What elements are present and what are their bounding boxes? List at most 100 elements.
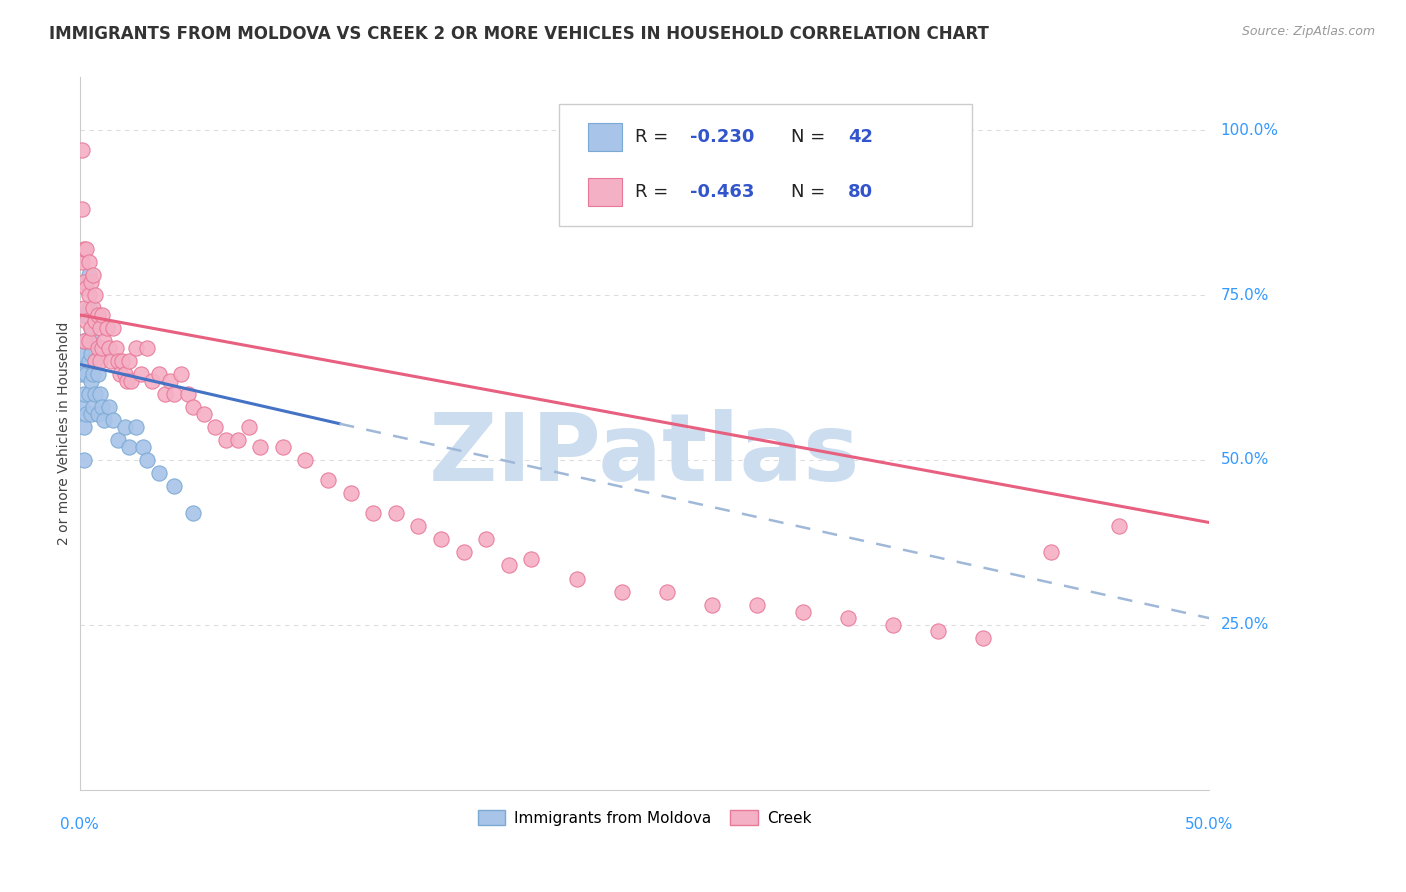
Point [882, 617, 904, 632]
Point [86, 341, 108, 355]
Point [75, 281, 97, 295]
Point [610, 584, 633, 599]
FancyBboxPatch shape [558, 103, 972, 226]
Point [75, 242, 97, 256]
Point [84, 354, 107, 368]
Point [73, 420, 96, 434]
Point [75, 275, 97, 289]
Point [125, 420, 148, 434]
Text: -0.463: -0.463 [690, 183, 754, 202]
Point [75, 407, 97, 421]
Point [111, 354, 134, 368]
Point [89, 354, 111, 368]
Point [73, 301, 96, 316]
Point [655, 584, 678, 599]
Point [96, 321, 118, 335]
Text: 0.0%: 0.0% [60, 817, 98, 832]
Point [129, 367, 152, 381]
Point [972, 631, 994, 645]
Point [80, 347, 103, 361]
Point [498, 558, 520, 573]
Point [107, 433, 129, 447]
Point [73, 242, 96, 256]
Point [181, 506, 204, 520]
Text: N =: N = [792, 128, 831, 146]
Point [181, 400, 204, 414]
Point [77, 354, 100, 368]
Point [136, 341, 159, 355]
FancyBboxPatch shape [588, 123, 621, 151]
Point [89, 321, 111, 335]
Point [73, 387, 96, 401]
Point [77, 288, 100, 302]
Point [271, 440, 294, 454]
Point [84, 314, 107, 328]
Text: 50.0%: 50.0% [1220, 452, 1268, 467]
Point [75, 334, 97, 349]
Point [115, 374, 138, 388]
Point [82, 268, 104, 283]
Text: R =: R = [636, 128, 675, 146]
Point [114, 420, 136, 434]
Point [141, 374, 163, 388]
Text: 100.0%: 100.0% [1220, 123, 1278, 137]
Point [91, 341, 114, 355]
Point [118, 354, 141, 368]
Point [75, 314, 97, 328]
Point [118, 440, 141, 454]
Legend: Immigrants from Moldova, Creek: Immigrants from Moldova, Creek [471, 804, 817, 832]
Point [108, 367, 131, 381]
Point [316, 473, 339, 487]
Point [73, 453, 96, 467]
Text: 25.0%: 25.0% [1220, 617, 1268, 632]
Point [91, 400, 114, 414]
FancyBboxPatch shape [588, 178, 621, 206]
Point [91, 308, 114, 322]
Point [84, 288, 107, 302]
Point [475, 532, 498, 546]
Point [82, 334, 104, 349]
Text: R =: R = [636, 183, 675, 202]
Point [837, 611, 859, 625]
Point [136, 453, 159, 467]
Y-axis label: 2 or more Vehicles in Household: 2 or more Vehicles in Household [58, 322, 72, 545]
Point [73, 308, 96, 322]
Point [89, 387, 111, 401]
Text: 75.0%: 75.0% [1220, 287, 1268, 302]
Point [73, 334, 96, 349]
Point [385, 506, 408, 520]
Point [408, 519, 430, 533]
Point [97, 341, 120, 355]
Point [747, 598, 769, 612]
Point [93, 334, 115, 349]
Point [132, 440, 155, 454]
Point [82, 400, 104, 414]
Point [70, 400, 93, 414]
Point [84, 387, 107, 401]
Point [1108, 519, 1130, 533]
Point [70, 347, 93, 361]
Point [177, 387, 200, 401]
Point [70, 202, 93, 217]
Point [86, 407, 108, 421]
Text: IMMIGRANTS FROM MOLDOVA VS CREEK 2 OR MORE VEHICLES IN HOUSEHOLD CORRELATION CHA: IMMIGRANTS FROM MOLDOVA VS CREEK 2 OR MO… [49, 25, 988, 43]
Point [155, 387, 177, 401]
Text: ZIPatlas: ZIPatlas [429, 409, 860, 501]
Point [204, 420, 226, 434]
Point [86, 308, 108, 322]
Point [103, 321, 125, 335]
Point [159, 374, 181, 388]
Text: -0.230: -0.230 [690, 128, 754, 146]
Point [163, 479, 186, 493]
Point [80, 374, 103, 388]
Point [520, 551, 543, 566]
Point [75, 367, 97, 381]
Point [238, 420, 260, 434]
Point [792, 605, 814, 619]
Text: 80: 80 [848, 183, 873, 202]
Point [80, 275, 103, 289]
Point [170, 367, 193, 381]
Point [77, 255, 100, 269]
Point [100, 354, 122, 368]
Point [84, 354, 107, 368]
